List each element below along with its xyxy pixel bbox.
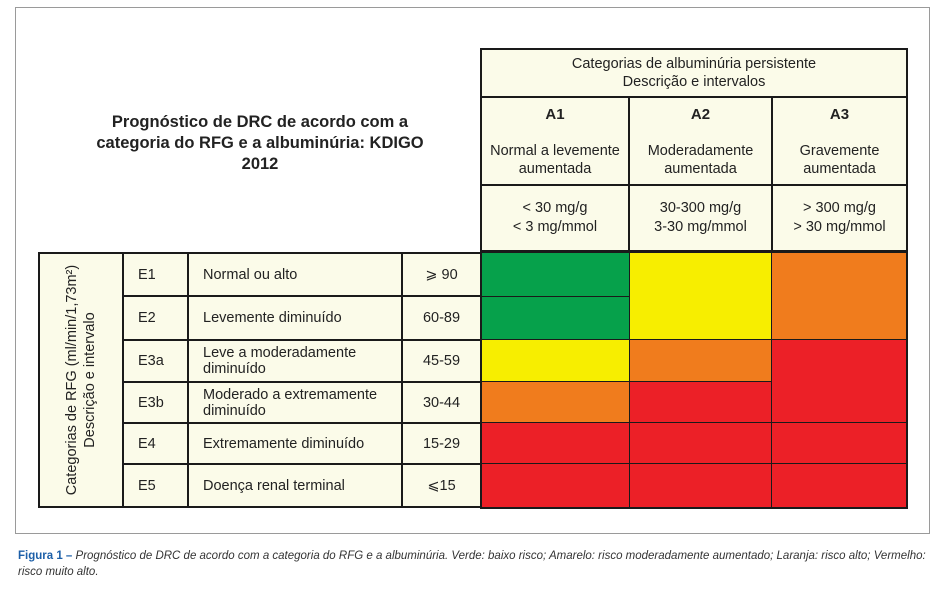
rfg-range-e3b: 30-44 xyxy=(401,381,482,424)
risk-matrix-border xyxy=(480,251,908,509)
albuminuria-category-a3: A3 Gravemente aumentada xyxy=(771,96,908,186)
albuminuria-description: Moderadamente aumentada xyxy=(647,143,754,177)
risk-cell-e3b-a2 xyxy=(629,381,772,423)
rfg-range-e4: 15-29 xyxy=(401,422,482,465)
rfg-range-e2: 60-89 xyxy=(401,295,482,341)
risk-cell-e4-a1 xyxy=(480,422,630,464)
rfg-desc-e2: Levemente diminuído xyxy=(187,295,403,341)
caption-label: Figura 1 – xyxy=(18,550,73,562)
rfg-desc-e5: Doença renal terminal xyxy=(187,463,403,508)
rfg-header: Categorias de RFG (ml/min/1,73m²) Descri… xyxy=(38,252,124,508)
risk-cell-e1e2-a3 xyxy=(771,252,908,340)
rfg-code-e3b: E3b xyxy=(122,381,189,424)
albuminuria-description: Normal a levemente aumentada xyxy=(490,143,620,177)
rfg-desc-e3b: Moderado a extremamente diminuído xyxy=(187,381,403,424)
albuminuria-range-a2: 30-300 mg/g 3-30 mg/mmol xyxy=(628,184,773,252)
albuminuria-code: A1 xyxy=(545,106,565,123)
rfg-desc-e3a: Leve a moderadamente diminuído xyxy=(187,339,403,383)
rfg-desc-e4: Extremamente diminuído xyxy=(187,422,403,465)
figure-title: Prognóstico de DRC de acordo com a categ… xyxy=(96,113,424,173)
albuminuria-header-line1: Categorias de albuminúria persistente xyxy=(571,56,817,72)
rfg-range-e1: ⩾ 90 xyxy=(401,252,482,297)
albuminuria-description: Gravemente aumentada xyxy=(799,143,880,177)
caption-text: Prognóstico de DRC de acordo com a categ… xyxy=(18,550,926,578)
albuminuria-code: A2 xyxy=(690,106,711,123)
albuminuria-range-a1: < 30 mg/g < 3 mg/mmol xyxy=(480,184,630,252)
rfg-code-e4: E4 xyxy=(122,422,189,465)
albuminuria-range-a3: > 300 mg/g > 30 mg/mmol xyxy=(771,184,908,252)
risk-cell-e5-a2 xyxy=(629,463,772,508)
rfg-header-line2: Descrição e intervalo xyxy=(82,312,98,448)
rfg-code-e1: E1 xyxy=(122,252,189,297)
rfg-header-line1: Categorias de RFG (ml/min/1,73m²) xyxy=(64,264,80,496)
albuminuria-category-a2: A2 Moderadamente aumentada xyxy=(628,96,773,186)
rfg-range-e5: ⩽15 xyxy=(401,463,482,508)
albuminuria-code: A3 xyxy=(829,106,850,123)
rfg-code-e2: E2 xyxy=(122,295,189,341)
risk-cell-e3a-a1 xyxy=(480,339,630,382)
rfg-range-e3a: 45-59 xyxy=(401,339,482,383)
albuminuria-category-a1: A1 Normal a levemente aumentada xyxy=(480,96,630,186)
risk-cell-e3a-a2 xyxy=(629,339,772,382)
rfg-desc-e1: Normal ou alto xyxy=(187,252,403,297)
rfg-code-e5: E5 xyxy=(122,463,189,508)
albuminuria-header-line2: Descrição e intervalos xyxy=(622,74,766,90)
figure-caption: Figura 1 – Prognóstico de DRC de acordo … xyxy=(18,548,928,580)
albuminuria-header: Categorias de albuminúria persistente De… xyxy=(480,48,908,98)
rfg-code-e3a: E3a xyxy=(122,339,189,383)
risk-cell-e1-a1 xyxy=(480,252,630,297)
